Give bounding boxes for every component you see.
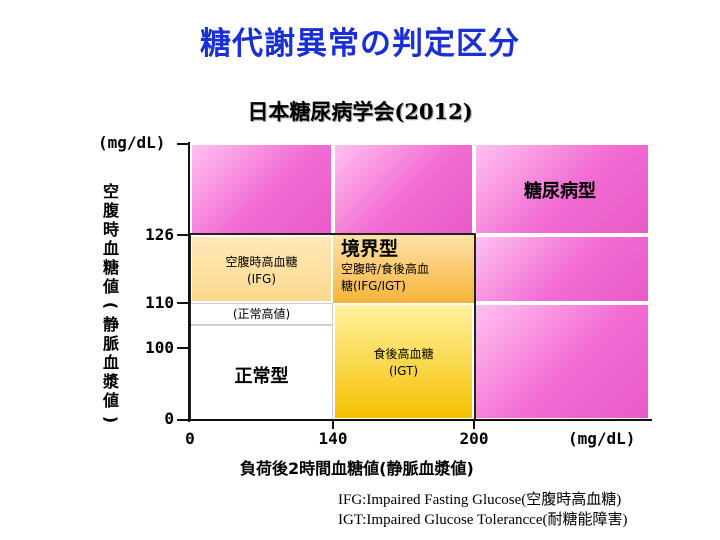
label-borderline-line2: 糖(IFG/IGT) [341, 279, 406, 293]
y-axis-label-char: 時 [102, 220, 119, 239]
y-axis-label-char: 値 [102, 391, 119, 410]
chart-subtitle: 日本糖尿病学会(2012) [0, 96, 720, 126]
label-normal: 正常型 [234, 366, 289, 387]
y-axis-label-char: 糖 [102, 258, 119, 277]
note-igt: IGT:Impaired Glucose Tolerancce(耐糖能障害) [338, 512, 628, 528]
cell-diabetic-right-lower [474, 303, 650, 420]
cell-ifg [190, 235, 333, 303]
x-axis-unit: (mg/dL) [568, 429, 636, 448]
cell-diabetic-top-right [474, 143, 650, 235]
label-borderline: 境界型 空腹時/食後高血 糖(IFG/IGT) [341, 237, 473, 295]
x-axis-label: 負荷後2時間血糖値(静脈血漿値) [240, 459, 474, 478]
y-tick-mark-126 [177, 234, 189, 236]
label-ifg: 空腹時高血糖 (IFG) [192, 254, 331, 288]
label-ifg-line1: 空腹時高血糖 [225, 255, 298, 269]
cell-diabetic-top-left [190, 143, 333, 235]
y-tick-mark-top [177, 143, 189, 145]
label-borderline-title: 境界型 [341, 238, 399, 260]
note-ifg: IFG:Impaired Fasting Glucose(空腹時高血糖) [338, 492, 622, 508]
y-axis-label-char: 静 [102, 315, 119, 334]
y-axis-label-char: 値 [102, 277, 119, 296]
label-igt-line2: (IGT) [388, 364, 419, 378]
cell-diabetic-top-mid [333, 143, 474, 235]
y-tick-126: 126 [145, 225, 174, 244]
notes: IFG:Impaired Fasting Glucose(空腹時高血糖) IGT… [338, 490, 628, 530]
y-axis-label-char: 血 [102, 353, 119, 372]
x-tick-mark-140 [332, 420, 334, 429]
x-tick-140: 140 [318, 429, 348, 448]
y-axis-label-char: 漿 [102, 372, 119, 391]
y-tick-0: 0 [164, 409, 174, 428]
y-tick-110: 110 [145, 293, 174, 312]
y-axis-label-char: ( [101, 301, 121, 310]
label-diabetes: 糖尿病型 [524, 181, 596, 202]
label-igt: 食後高血糖 (IGT) [335, 346, 472, 380]
cell-borderline [333, 235, 474, 303]
y-axis-label-char: 腹 [102, 201, 119, 220]
page-title: 糖代謝異常の判定区分 [200, 26, 520, 62]
cell-igt [333, 303, 474, 420]
label-ifg-line2: (IFG) [246, 272, 277, 286]
y-axis-label-char: ) [101, 415, 121, 424]
y-axis-unit: (mg/dL) [98, 133, 166, 152]
subtitle-year: (2012) [394, 99, 473, 124]
y-axis-label: 空腹時血糖値(静脈血漿値) [100, 182, 122, 429]
y-tick-100: 100 [145, 338, 174, 357]
x-tick-0: 0 [185, 429, 195, 448]
y-tick-mark-110 [177, 302, 189, 304]
y-axis-label-char: 脈 [102, 334, 119, 353]
y-tick-mark-100 [177, 347, 189, 349]
y-axis-label-char: 空 [102, 182, 119, 201]
label-high-normal: (正常高値) [232, 307, 291, 321]
x-tick-mark-200 [473, 420, 475, 429]
x-axis-line [188, 419, 652, 421]
y-axis-line [188, 142, 190, 422]
label-igt-line1: 食後高血糖 [373, 347, 434, 361]
y-tick-mark-0 [177, 419, 189, 421]
subtitle-org: 日本糖尿病学会 [247, 100, 395, 124]
cell-diabetic-right-upper [474, 235, 650, 303]
label-borderline-line1: 空腹時/食後高血 [341, 262, 430, 276]
x-tick-200: 200 [459, 429, 489, 448]
y-axis-label-char: 血 [102, 239, 119, 258]
